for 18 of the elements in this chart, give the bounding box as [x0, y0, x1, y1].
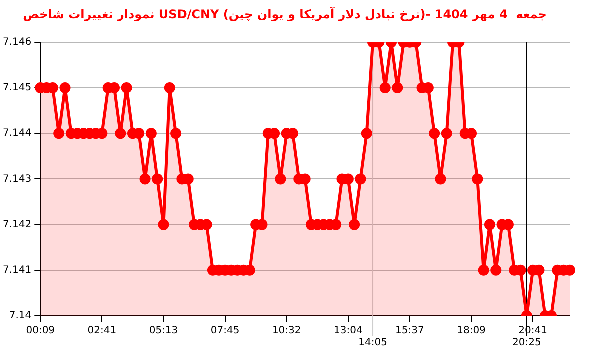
y-tick-label: 7.144: [2, 128, 32, 140]
x-tick-label: 15:37: [396, 326, 424, 337]
y-tick-label: 7.143: [2, 174, 32, 185]
y-tick-label: 7.142: [2, 219, 32, 230]
x-tick-label: 14:05: [358, 338, 388, 349]
x-tick-label: 02:41: [88, 326, 117, 337]
x-tick-label: 00:09: [26, 326, 56, 337]
y-tick-label: 7.145: [2, 82, 32, 94]
x-tick-label: 13:04: [334, 326, 363, 337]
x-tick-label: 10:32: [272, 326, 302, 337]
y-tick-label: 7.146: [2, 36, 32, 48]
x-tick-label: 07:45: [210, 326, 240, 337]
x-tick-label: 18:09: [457, 326, 486, 337]
x-tick-label: 05:13: [149, 326, 178, 337]
y-tick-label: 7.14: [9, 310, 32, 322]
chart-title: نمودار تغییرات شاخص USD/CNY (نرخ تبادل دلار آمریکا و یوان چین)- جمعه 4 مهر 1404: [23, 6, 547, 22]
x-tick-label: 20:25: [512, 338, 542, 349]
y-tick-label: 7.141: [2, 264, 32, 276]
